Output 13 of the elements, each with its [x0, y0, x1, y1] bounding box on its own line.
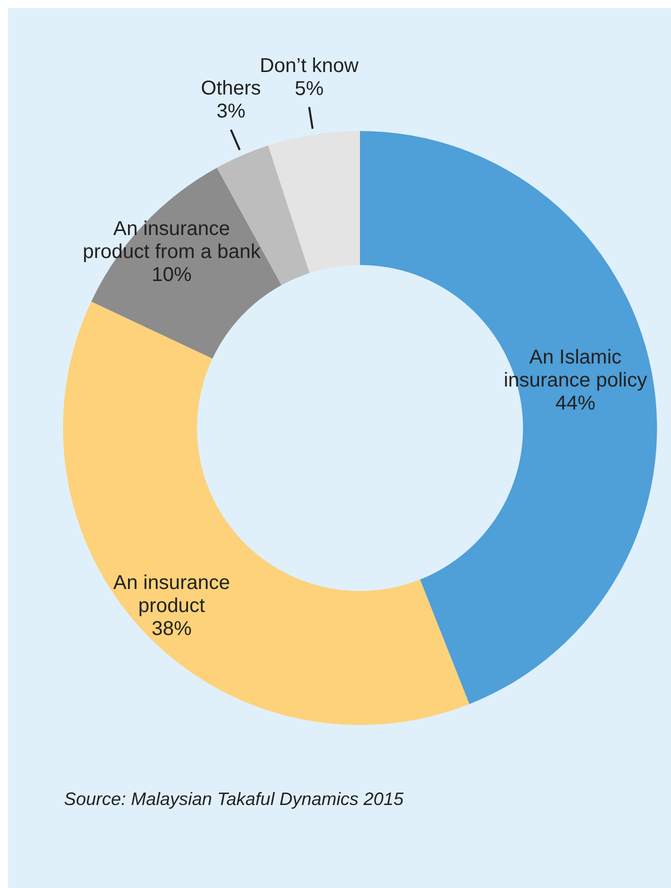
data-label: 38%	[152, 618, 192, 640]
slice-label: Don’t know	[260, 55, 360, 77]
donut-slice	[268, 131, 360, 273]
slice-label: Others	[200, 78, 261, 100]
data-label: 10%	[152, 264, 192, 286]
slice-label: An insurance product from a bank	[82, 218, 262, 264]
source-note: Source: Malaysian Takaful Dynamics 2015	[64, 789, 404, 809]
slice-label: An insurance product	[113, 572, 230, 617]
data-label: 3%	[216, 100, 246, 123]
data-label: 44%	[555, 392, 596, 415]
donut-slice	[360, 131, 656, 704]
donut-slice	[64, 302, 470, 725]
data-label: 5%	[294, 78, 324, 100]
